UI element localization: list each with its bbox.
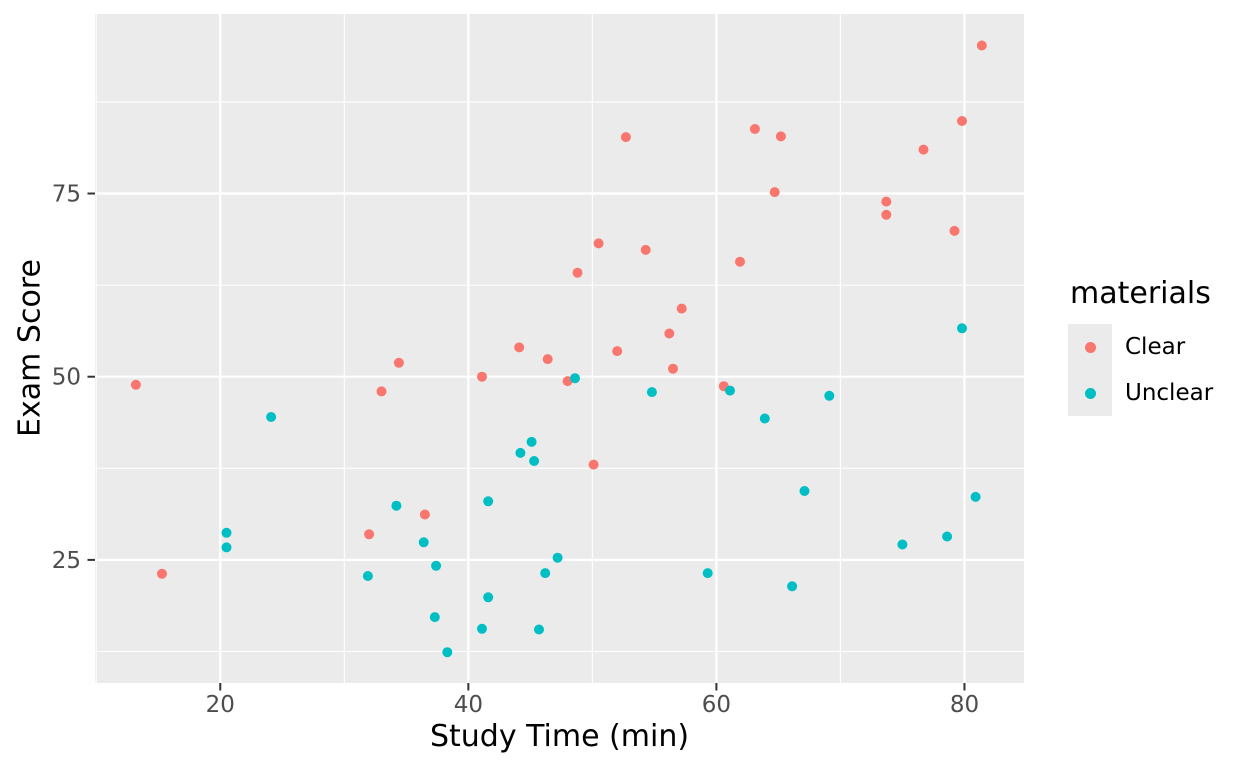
data-point-unclear (477, 623, 487, 634)
data-point-unclear (529, 456, 540, 466)
data-point-clear (881, 209, 892, 220)
data-point-clear (949, 225, 960, 236)
data-point-unclear (646, 387, 657, 398)
unclear-point-icon (1084, 387, 1096, 399)
data-point-unclear (942, 531, 953, 542)
data-point-clear (593, 238, 604, 249)
x-tick-label: 20 (206, 692, 235, 718)
data-point-unclear (759, 413, 770, 424)
data-point-unclear (266, 412, 277, 422)
data-point-unclear (570, 373, 580, 384)
data-point-clear (157, 568, 167, 579)
data-point-unclear (221, 542, 232, 553)
panel-background (95, 14, 1024, 683)
data-point-unclear (483, 592, 494, 603)
data-point-clear (514, 342, 525, 353)
data-point-clear (542, 354, 553, 365)
data-point-clear (957, 116, 967, 126)
data-point-clear (612, 346, 623, 357)
data-point-clear (364, 529, 375, 540)
data-point-unclear (725, 385, 735, 396)
legend-key-box (1068, 324, 1112, 370)
data-point-unclear (540, 568, 551, 579)
data-point-clear (735, 256, 745, 267)
data-point-clear (588, 459, 599, 470)
x-tick-label: 60 (702, 692, 731, 718)
legend-label: Clear (1125, 334, 1186, 360)
data-point-clear (419, 509, 430, 520)
data-point-clear (881, 196, 892, 207)
data-point-unclear (897, 539, 908, 550)
data-point-unclear (787, 581, 798, 592)
x-axis-title: Study Time (min) (429, 719, 690, 754)
data-point-unclear (970, 491, 981, 502)
data-point-clear (477, 371, 487, 382)
data-point-clear (393, 357, 404, 368)
legend-label: Unclear (1125, 380, 1214, 406)
data-point-unclear (431, 560, 442, 571)
data-point-clear (749, 124, 760, 134)
clear-point-icon (1084, 341, 1096, 353)
data-point-unclear (418, 537, 429, 548)
data-point-clear (668, 363, 678, 374)
y-tick-label: 25 (52, 548, 81, 574)
data-point-clear (640, 244, 651, 255)
data-point-unclear (552, 552, 563, 563)
data-point-unclear (391, 500, 402, 511)
legend-entry-unclear: Unclear (1068, 370, 1213, 416)
data-point-unclear (957, 323, 967, 334)
x-tick-label: 80 (950, 692, 979, 718)
data-point-clear (676, 303, 687, 314)
data-point-unclear (824, 390, 835, 401)
data-point-clear (572, 267, 583, 278)
data-point-unclear (526, 436, 537, 447)
y-tick-label: 50 (52, 365, 81, 391)
data-point-unclear (483, 496, 494, 507)
y-tick-label: 75 (52, 182, 81, 208)
data-point-clear (130, 379, 141, 390)
data-point-clear (620, 132, 631, 143)
data-point-unclear (702, 568, 713, 579)
y-axis-title: Exam Score (12, 259, 48, 437)
legend-title: materials (1070, 276, 1211, 311)
legend: materials Clear Unclear (1068, 276, 1213, 416)
data-point-unclear (799, 486, 810, 496)
data-point-clear (976, 40, 987, 51)
data-point-clear (376, 386, 387, 397)
data-point-unclear (221, 527, 232, 538)
x-tick-label: 40 (454, 692, 483, 718)
data-point-clear (775, 131, 786, 142)
legend-entry-clear: Clear (1068, 324, 1213, 370)
legend-key-box (1068, 370, 1112, 416)
data-point-clear (769, 187, 780, 198)
data-point-clear (664, 328, 675, 339)
data-point-unclear (429, 612, 440, 623)
data-point-unclear (442, 647, 453, 658)
data-point-clear (918, 144, 929, 155)
data-point-unclear (362, 571, 373, 581)
data-point-unclear (534, 624, 544, 635)
data-point-unclear (515, 447, 526, 458)
